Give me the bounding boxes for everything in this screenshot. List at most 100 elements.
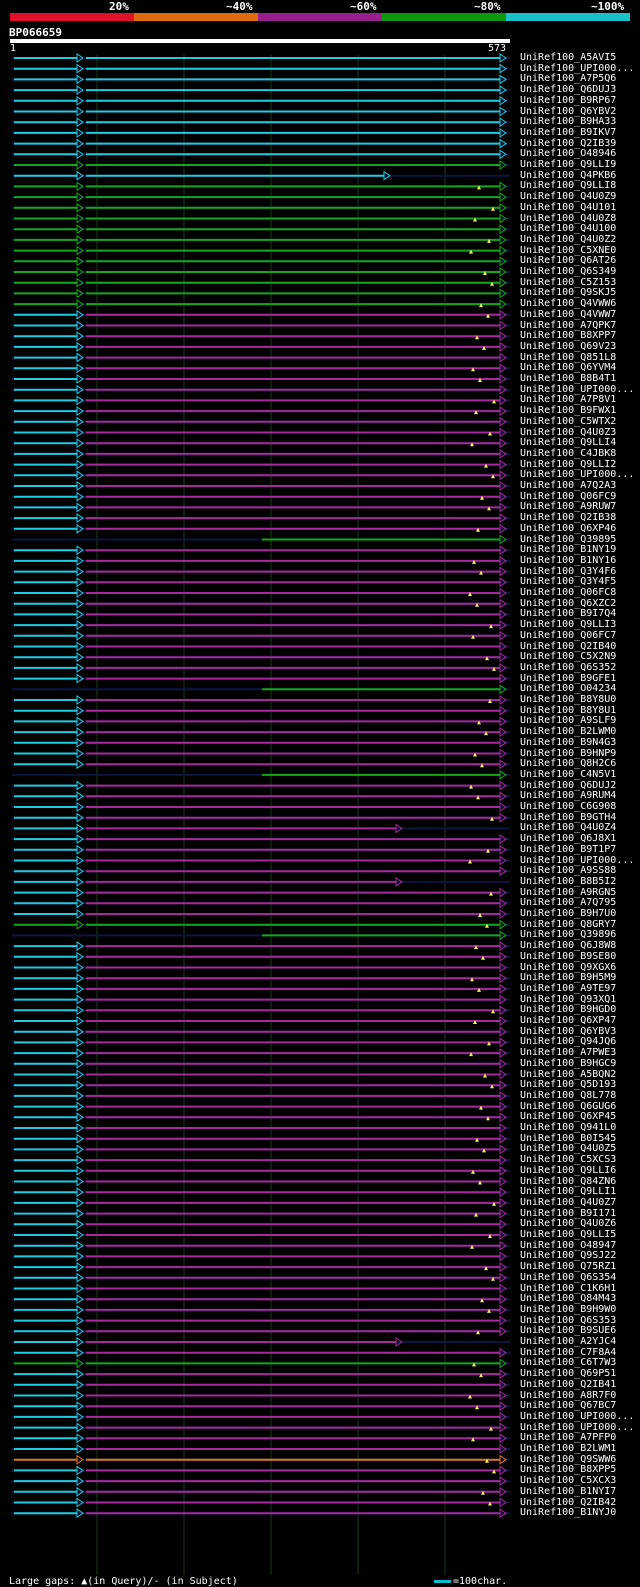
hit-label[interactable]: UniRef100_Q3Y4F5 bbox=[520, 576, 617, 588]
hit-label[interactable]: UniRef100_C7F8A4 bbox=[520, 1346, 617, 1358]
hit-label[interactable]: UniRef100_B1NY16 bbox=[520, 554, 617, 566]
hit-label[interactable]: UniRef100_Q6S352 bbox=[520, 661, 617, 673]
hit-label[interactable]: UniRef100_Q941L0 bbox=[520, 1122, 617, 1133]
hit-label[interactable]: UniRef100_Q8L778 bbox=[520, 1089, 617, 1101]
hit-label[interactable]: UniRef100_Q2IB38 bbox=[520, 512, 617, 524]
hit-label[interactable]: UniRef100_B1NYI7 bbox=[520, 1485, 617, 1497]
hit-label[interactable]: UniRef100_Q9XGX6 bbox=[520, 961, 617, 973]
hit-label[interactable]: UniRef100_B9H9W0 bbox=[520, 1303, 617, 1315]
hit-label[interactable]: UniRef100_A7PFP0 bbox=[520, 1432, 617, 1444]
hit-label[interactable]: UniRef100_A9TE97 bbox=[520, 982, 617, 994]
hit-label[interactable]: UniRef100_A7P5Q6 bbox=[520, 73, 617, 85]
hit-label[interactable]: UniRef100_Q84M43 bbox=[520, 1293, 617, 1305]
hit-label[interactable]: UniRef100_B9SUE6 bbox=[520, 1325, 617, 1337]
hit-label[interactable]: UniRef100_C4N5V1 bbox=[520, 768, 617, 780]
hit-label[interactable]: UniRef100_Q6YVM4 bbox=[520, 362, 617, 374]
hit-label[interactable]: UniRef100_B9H7U0 bbox=[520, 908, 617, 919]
hit-label[interactable]: UniRef100_Q6J8X1 bbox=[520, 833, 617, 845]
hit-label[interactable]: UniRef100_A7QPK7 bbox=[520, 319, 617, 331]
hit-label[interactable]: UniRef100_A2YJC4 bbox=[520, 1336, 617, 1347]
hit-label[interactable]: UniRef100_C6T7W3 bbox=[520, 1357, 617, 1369]
hit-label[interactable]: UniRef100_B8Y8U0 bbox=[520, 694, 617, 705]
hit-label[interactable]: UniRef100_B8XPP5 bbox=[520, 1464, 617, 1476]
hit-label[interactable]: UniRef100_B1NY19 bbox=[520, 544, 617, 556]
hit-label[interactable]: UniRef100_B9HGD0 bbox=[520, 1004, 617, 1016]
hit-label[interactable]: UniRef100_B9HGC9 bbox=[520, 1057, 617, 1069]
hit-label[interactable]: UniRef100_B8XPP7 bbox=[520, 330, 617, 342]
hit-label[interactable]: UniRef100_Q9LLI4 bbox=[520, 437, 617, 449]
hit-label[interactable]: UniRef100_Q2IB42 bbox=[520, 1496, 617, 1508]
hit-label[interactable]: UniRef100_Q39896 bbox=[520, 929, 617, 941]
hit-label[interactable]: UniRef100_Q6J8W8 bbox=[520, 940, 617, 952]
hit-label[interactable]: UniRef100_Q4U0Z3 bbox=[520, 426, 617, 438]
hit-label[interactable]: UniRef100_O04234 bbox=[520, 683, 617, 695]
hit-label[interactable]: UniRef100_O48946 bbox=[520, 148, 617, 160]
hit-label[interactable]: UniRef100_C5WTX2 bbox=[520, 415, 617, 427]
hit-label[interactable]: UniRef100_B9IKV7 bbox=[520, 126, 617, 138]
hit-label[interactable]: UniRef100_Q4U0Z6 bbox=[520, 1218, 617, 1230]
hit-label[interactable]: UniRef100_B9HNP9 bbox=[520, 747, 617, 759]
hit-label[interactable]: UniRef100_Q6S354 bbox=[520, 1271, 617, 1283]
hit-label[interactable]: UniRef100_B9HA33 bbox=[520, 116, 617, 128]
hit-label[interactable]: UniRef100_Q4U101 bbox=[520, 201, 617, 213]
hit-label[interactable]: UniRef100_UPI000... bbox=[520, 1421, 635, 1433]
hit-label[interactable]: UniRef100_Q9LLI2 bbox=[520, 458, 617, 470]
hit-label[interactable]: UniRef100_Q851L8 bbox=[520, 351, 617, 363]
hit-label[interactable]: UniRef100_Q9LLI1 bbox=[520, 1186, 617, 1198]
hit-label[interactable]: UniRef100_UPI000... bbox=[520, 1410, 635, 1422]
hit-label[interactable]: UniRef100_Q6XP45 bbox=[520, 1111, 617, 1123]
hit-label[interactable]: UniRef100_Q06FC8 bbox=[520, 587, 617, 598]
hit-label[interactable]: UniRef100_Q4PKB6 bbox=[520, 169, 617, 181]
hit-label[interactable]: UniRef100_B1NYJ0 bbox=[520, 1507, 617, 1519]
hit-label[interactable]: UniRef100_A7P8V1 bbox=[520, 394, 617, 406]
hit-label[interactable]: UniRef100_Q4U0Z9 bbox=[520, 191, 617, 203]
hit-label[interactable]: UniRef100_B9SE80 bbox=[520, 950, 617, 962]
hit-label[interactable]: UniRef100_Q4U0Z2 bbox=[520, 233, 617, 245]
hit-label[interactable]: UniRef100_B0I545 bbox=[520, 1132, 617, 1144]
hit-label[interactable]: UniRef100_B9N4G3 bbox=[520, 736, 617, 748]
hit-label[interactable]: UniRef100_Q9SKJ5 bbox=[520, 287, 617, 299]
hit-label[interactable]: UniRef100_B9GFE1 bbox=[520, 672, 617, 684]
hit-label[interactable]: UniRef100_A9RUM4 bbox=[520, 790, 617, 802]
hit-label[interactable]: UniRef100_Q5D193 bbox=[520, 1079, 617, 1091]
hit-label[interactable]: UniRef100_Q9LLI8 bbox=[520, 180, 617, 192]
hit-label[interactable]: UniRef100_Q67BC7 bbox=[520, 1400, 617, 1412]
hit-label[interactable]: UniRef100_Q6DUJ2 bbox=[520, 779, 617, 791]
hit-label[interactable]: UniRef100_A9SS88 bbox=[520, 865, 617, 877]
hit-label[interactable]: UniRef100_Q39895 bbox=[520, 533, 617, 545]
hit-label[interactable]: UniRef100_Q06FC9 bbox=[520, 490, 617, 502]
hit-label[interactable]: UniRef100_B9GTH4 bbox=[520, 811, 617, 823]
hit-label[interactable]: UniRef100_B9I171 bbox=[520, 1207, 617, 1219]
hit-label[interactable]: UniRef100_Q84ZN6 bbox=[520, 1175, 617, 1187]
hit-label[interactable]: UniRef100_Q93XQ1 bbox=[520, 993, 617, 1005]
hit-label[interactable]: UniRef100_Q6XP46 bbox=[520, 522, 617, 534]
hit-label[interactable]: UniRef100_Q4U0Z5 bbox=[520, 1143, 617, 1155]
hit-label[interactable]: UniRef100_A9RUW7 bbox=[520, 501, 617, 513]
hit-label[interactable]: UniRef100_UPI000... bbox=[520, 854, 635, 866]
hit-label[interactable]: UniRef100_Q3Y4F6 bbox=[520, 565, 617, 577]
hit-label[interactable]: UniRef100_Q9SJ22 bbox=[520, 1250, 617, 1262]
hit-label[interactable]: UniRef100_Q6GUG6 bbox=[520, 1100, 617, 1112]
hit-label[interactable]: UniRef100_Q6S349 bbox=[520, 266, 617, 277]
hit-label[interactable]: UniRef100_B8B5I2 bbox=[520, 875, 617, 887]
hit-label[interactable]: UniRef100_C5XCX3 bbox=[520, 1475, 617, 1487]
hit-label[interactable]: UniRef100_C5Z153 bbox=[520, 276, 617, 288]
hit-label[interactable]: UniRef100_Q6XP47 bbox=[520, 1015, 617, 1026]
hit-label[interactable]: UniRef100_B8Y8U1 bbox=[520, 704, 617, 716]
hit-label[interactable]: UniRef100_Q2IB40 bbox=[520, 640, 617, 652]
hit-label[interactable]: UniRef100_C6G908 bbox=[520, 801, 617, 812]
hit-label[interactable]: UniRef100_B9H5M9 bbox=[520, 972, 617, 984]
hit-label[interactable]: UniRef100_Q9LLI5 bbox=[520, 1229, 617, 1240]
hit-label[interactable]: UniRef100_Q94JQ6 bbox=[520, 1036, 617, 1048]
hit-label[interactable]: UniRef100_Q6S353 bbox=[520, 1314, 617, 1326]
hit-label[interactable]: UniRef100_A7Q795 bbox=[520, 897, 617, 909]
hit-label[interactable]: UniRef100_C5XCS3 bbox=[520, 1154, 617, 1166]
hit-label[interactable]: UniRef100_B9RP67 bbox=[520, 94, 617, 106]
hit-label[interactable]: UniRef100_UPI000... bbox=[520, 383, 635, 395]
hit-label[interactable]: UniRef100_Q6DUJ3 bbox=[520, 84, 617, 96]
hit-label[interactable]: UniRef100_Q4VWW7 bbox=[520, 308, 617, 320]
hit-label[interactable]: UniRef100_Q8H2C6 bbox=[520, 758, 617, 770]
hit-label[interactable]: UniRef100_B2LWM0 bbox=[520, 726, 617, 738]
hit-label[interactable]: UniRef100_Q6YBV3 bbox=[520, 1025, 617, 1037]
hit-label[interactable]: UniRef100_O48947 bbox=[520, 1239, 617, 1251]
